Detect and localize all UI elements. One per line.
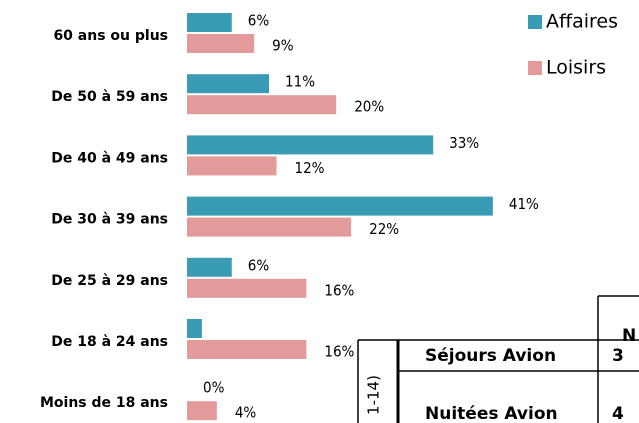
category-label: De 18 à 24 ans	[51, 334, 168, 350]
bar	[187, 135, 434, 155]
category-label: De 50 à 59 ans	[51, 89, 168, 105]
value-label: 22%	[369, 220, 399, 238]
bar	[187, 340, 307, 359]
bar	[187, 278, 307, 298]
bar	[187, 401, 217, 421]
legend-label: Loisirs	[546, 57, 606, 79]
legend-label: Affaires	[546, 11, 618, 33]
table-cell: Nuitées Avion	[425, 404, 558, 423]
value-label: 33%	[449, 134, 479, 152]
value-label: 16%	[324, 281, 354, 299]
value-label: 4%	[235, 404, 257, 422]
value-label: 20%	[354, 98, 384, 116]
table-cell: Séjours Avion	[425, 346, 556, 366]
value-label: 12%	[295, 159, 325, 177]
category-label: 60 ans ou plus	[53, 28, 168, 44]
value-label: 6%	[248, 256, 270, 274]
value-label: 41%	[509, 195, 539, 213]
bar	[187, 196, 493, 216]
table-side-label: 1-14)	[365, 375, 383, 415]
bar	[187, 156, 277, 176]
bar	[187, 257, 232, 277]
category-label: De 30 à 39 ans	[51, 212, 168, 228]
table-cell: 4	[612, 404, 624, 423]
bar	[187, 319, 202, 338]
value-label: 6%	[248, 12, 270, 30]
category-label: De 25 à 29 ans	[51, 273, 168, 289]
value-label: 11%	[285, 73, 315, 91]
bar	[187, 34, 255, 53]
legend-swatch	[528, 15, 542, 29]
bar	[187, 74, 270, 94]
value-label: 9%	[272, 37, 294, 55]
table-header: N	[622, 326, 636, 346]
value-label: 16%	[324, 343, 354, 361]
bar	[187, 13, 232, 32]
bar	[187, 95, 337, 115]
legend-swatch	[528, 61, 542, 75]
category-label: De 40 à 49 ans	[51, 150, 168, 166]
bar	[187, 217, 352, 237]
value-label: 0%	[203, 379, 225, 397]
table-cell: 3	[612, 346, 624, 366]
category-label: Moins de 18 ans	[40, 395, 168, 411]
